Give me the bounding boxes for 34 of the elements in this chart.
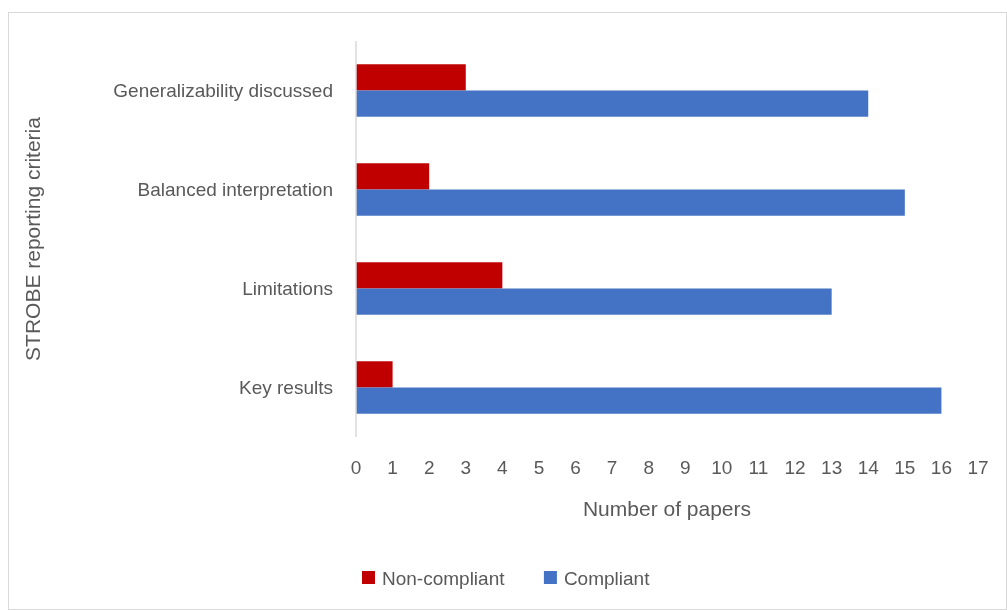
bar xyxy=(356,262,503,289)
x-tick-label: 1 xyxy=(387,457,398,478)
legend-label: Non-compliant xyxy=(382,567,506,589)
x-tick-label: 7 xyxy=(606,457,618,478)
x-tick-label: 2 xyxy=(423,457,435,478)
y-tick-label: Generalizability discussed xyxy=(113,80,333,102)
y-axis-title: STROBE reporting criteria xyxy=(21,116,44,361)
y-tick-label: Balanced interpretation xyxy=(137,179,333,201)
x-axis-title: Number of papers xyxy=(582,497,752,520)
x-tick-label: 0 xyxy=(350,457,362,478)
x-tick-label: 16 xyxy=(930,457,952,478)
x-tick-label: 3 xyxy=(460,457,472,478)
bar xyxy=(356,361,393,388)
x-tick-label: 10 xyxy=(711,457,733,478)
legend-label: Compliant xyxy=(563,567,651,589)
x-tick-label: 12 xyxy=(784,457,806,478)
bar xyxy=(356,163,430,190)
x-tick-label: 4 xyxy=(497,457,509,478)
bar xyxy=(356,90,869,117)
x-tick-label: 13 xyxy=(821,457,843,478)
x-tick-label: 15 xyxy=(894,457,916,478)
bar xyxy=(356,189,905,216)
x-tick-label: 14 xyxy=(857,457,880,478)
x-tick-label: 8 xyxy=(643,457,654,478)
x-tick-label: 11 xyxy=(748,457,769,478)
y-tick-label: Limitations xyxy=(242,278,333,300)
bar xyxy=(356,288,832,315)
x-tick-label: 9 xyxy=(680,457,691,478)
x-tick-label: 5 xyxy=(533,457,545,478)
x-tick-label: 17 xyxy=(967,457,989,478)
x-tick-label: 6 xyxy=(570,457,581,478)
bar xyxy=(356,387,942,414)
y-tick-label: Key results xyxy=(239,377,333,399)
bar xyxy=(356,64,466,91)
